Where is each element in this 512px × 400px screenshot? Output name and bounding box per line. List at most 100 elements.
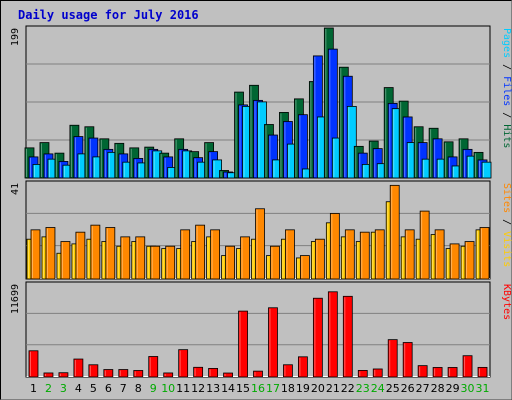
bar-sites-day-15 xyxy=(240,236,250,280)
bar-sites-day-12 xyxy=(195,224,206,280)
bar-kbytes-day-15 xyxy=(238,310,248,378)
y-max-label-top: 199 xyxy=(10,28,21,46)
x-tick-label-20: 20 xyxy=(311,382,325,395)
bar-sites-day-18 xyxy=(285,229,295,280)
bar-kbytes-day-14 xyxy=(223,372,233,378)
x-tick-label-10: 10 xyxy=(161,382,175,395)
legend-separator: / xyxy=(501,106,512,124)
bar-kbytes-day-9 xyxy=(148,356,159,378)
x-tick-label-7: 7 xyxy=(120,382,127,395)
bar-kbytes-day-16 xyxy=(253,370,263,378)
bar-kbytes-day-21 xyxy=(327,291,338,378)
x-tick-label-31: 31 xyxy=(476,382,490,395)
bar-kbytes-day-6 xyxy=(103,369,114,378)
bar-sites-day-25 xyxy=(389,184,400,280)
legend-separator: / xyxy=(501,213,512,231)
legend-item-visits: Visits xyxy=(501,231,512,267)
bar-sites-day-23 xyxy=(359,231,370,280)
bar-sites-day-8 xyxy=(135,236,146,280)
bar-sites-day-13 xyxy=(210,229,220,280)
bar-kbytes-day-30 xyxy=(462,355,473,378)
bar-kbytes-day-1 xyxy=(28,350,39,378)
bar-kbytes-day-8 xyxy=(133,370,144,378)
bar-sites-day-16 xyxy=(255,208,265,280)
bar-sites-day-19 xyxy=(300,255,310,280)
x-tick-label-29: 29 xyxy=(446,382,460,395)
chart-bars xyxy=(24,27,492,378)
bar-kbytes-day-2 xyxy=(43,372,54,378)
x-tick-label-11: 11 xyxy=(176,382,190,395)
bar-kbytes-day-19 xyxy=(298,356,308,378)
y-max-label-bottom: 11699 xyxy=(10,284,21,314)
bar-kbytes-day-24 xyxy=(372,368,383,378)
x-tick-label-14: 14 xyxy=(221,382,235,395)
x-tick-label-16: 16 xyxy=(251,382,265,395)
chart-panels xyxy=(25,25,491,378)
bar-sites-day-21 xyxy=(329,213,340,280)
legend-separator: / xyxy=(501,58,512,76)
bar-sites-day-29 xyxy=(449,243,460,280)
bar-kbytes-day-18 xyxy=(283,364,293,378)
bar-kbytes-day-11 xyxy=(178,349,189,378)
x-tick-label-1: 1 xyxy=(30,382,37,395)
x-tick-label-19: 19 xyxy=(296,382,310,395)
panel-bottom xyxy=(25,281,491,378)
bar-kbytes-day-7 xyxy=(118,369,129,378)
bar-kbytes-day-22 xyxy=(342,295,353,378)
bar-sites-day-14 xyxy=(225,245,235,280)
bar-sites-day-17 xyxy=(270,245,280,280)
bar-sites-day-10 xyxy=(165,245,176,280)
legend-top: Pages / Files / Hits xyxy=(501,28,512,148)
bar-kbytes-day-20 xyxy=(312,297,323,378)
bar-pages-day-31 xyxy=(481,161,492,179)
bar-sites-day-26 xyxy=(404,229,415,280)
bar-pages-day-13 xyxy=(212,159,222,179)
bar-kbytes-day-5 xyxy=(88,364,99,378)
x-tick-label-27: 27 xyxy=(416,382,430,395)
x-tick-label-28: 28 xyxy=(431,382,445,395)
bar-kbytes-day-4 xyxy=(73,358,84,378)
bar-kbytes-day-13 xyxy=(208,368,218,378)
bar-sites-day-31 xyxy=(479,227,490,280)
bar-sites-day-30 xyxy=(464,241,475,280)
bar-kbytes-day-17 xyxy=(268,307,278,378)
x-tick-label-18: 18 xyxy=(281,382,295,395)
bar-sites-day-4 xyxy=(75,231,86,280)
x-tick-label-2: 2 xyxy=(45,382,52,395)
legend-item-kbytes: KBytes xyxy=(501,284,512,320)
bar-kbytes-day-28 xyxy=(432,367,443,378)
x-tick-label-6: 6 xyxy=(105,382,112,395)
x-tick-label-25: 25 xyxy=(386,382,400,395)
bar-pages-day-22 xyxy=(346,105,357,179)
bar-kbytes-day-3 xyxy=(58,372,69,378)
bar-sites-day-27 xyxy=(419,210,430,280)
bar-kbytes-day-27 xyxy=(417,365,428,378)
bar-kbytes-day-31 xyxy=(477,366,488,378)
bar-sites-day-6 xyxy=(105,227,116,280)
bar-sites-day-24 xyxy=(374,229,385,280)
bar-kbytes-day-10 xyxy=(163,372,174,378)
bar-kbytes-day-25 xyxy=(387,339,398,378)
x-tick-label-17: 17 xyxy=(266,382,280,395)
bar-kbytes-day-26 xyxy=(402,342,413,378)
x-tick-label-21: 21 xyxy=(326,382,340,395)
bar-sites-day-7 xyxy=(120,236,131,280)
legend-item-hits: Hits xyxy=(501,124,512,148)
x-tick-label-15: 15 xyxy=(236,382,250,395)
chart-title: Daily usage for July 2016 xyxy=(18,8,199,22)
bar-sites-day-9 xyxy=(150,245,161,280)
x-tick-label-4: 4 xyxy=(75,382,82,395)
x-tick-label-5: 5 xyxy=(90,382,97,395)
x-tick-label-9: 9 xyxy=(150,382,157,395)
x-tick-label-3: 3 xyxy=(60,382,67,395)
x-tick-label-23: 23 xyxy=(356,382,370,395)
x-tick-label-8: 8 xyxy=(135,382,142,395)
bar-sites-day-22 xyxy=(344,229,355,280)
x-tick-label-12: 12 xyxy=(191,382,205,395)
bar-kbytes-day-23 xyxy=(357,370,368,378)
x-tick-label-30: 30 xyxy=(461,382,475,395)
y-max-label-middle: 41 xyxy=(10,183,21,195)
bar-sites-day-5 xyxy=(90,224,101,280)
